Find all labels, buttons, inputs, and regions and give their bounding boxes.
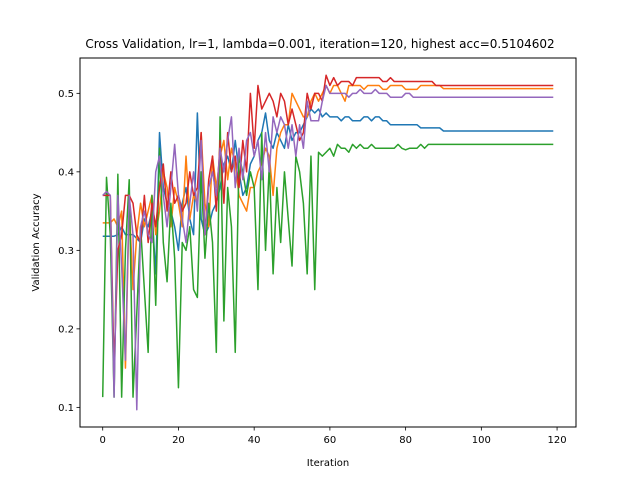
y-tick-label: 0.2 <box>58 324 74 335</box>
chart-title: Cross Validation, lr=1, lambda=0.001, it… <box>85 37 554 51</box>
x-tick-label: 20 <box>172 435 185 446</box>
y-tick-label: 0.4 <box>58 167 74 178</box>
series-layer <box>101 74 554 411</box>
y-axis-ticks: 0.1 0.2 0.3 0.4 0.5 <box>58 89 80 414</box>
x-axis-label: Iteration <box>307 458 349 469</box>
x-axis-ticks: 0 20 40 60 80 100 120 <box>100 427 567 446</box>
x-tick-label: 60 <box>324 435 337 446</box>
x-tick-label: 120 <box>548 435 567 446</box>
series-line-1 <box>102 108 554 275</box>
plot-frame <box>79 57 577 428</box>
y-tick-label: 0.1 <box>58 403 74 414</box>
series-line-3 <box>101 116 554 398</box>
y-tick-label: 0.3 <box>58 246 74 257</box>
series-line-2 <box>102 84 554 369</box>
x-tick-label: 100 <box>472 435 491 446</box>
series-line-4 <box>102 74 554 369</box>
y-axis-label: Validation Accuracy <box>31 193 42 291</box>
x-tick-label: 40 <box>248 435 261 446</box>
y-tick-label: 0.5 <box>58 89 74 100</box>
x-tick-label: 80 <box>399 435 412 446</box>
x-tick-label: 0 <box>100 435 106 446</box>
series-line-5 <box>102 84 554 411</box>
